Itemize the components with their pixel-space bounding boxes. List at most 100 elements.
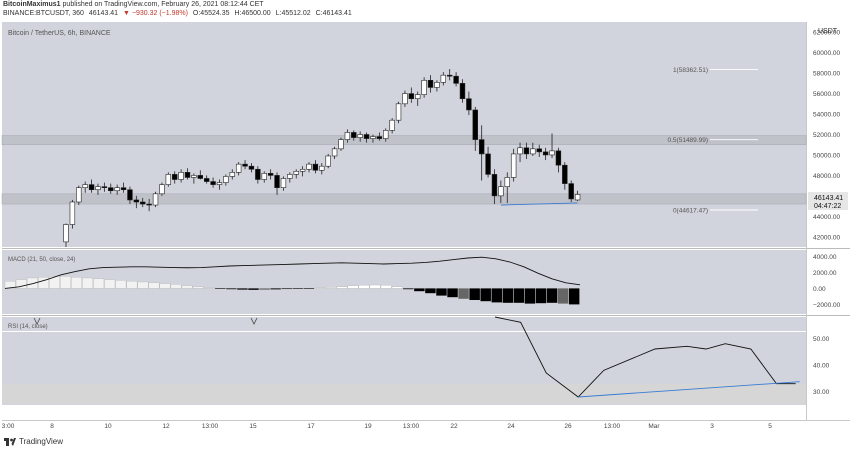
macd-histogram-bar: [380, 285, 392, 289]
candle-body: [152, 193, 159, 206]
candle-body: [568, 183, 574, 200]
candle-body: [63, 224, 69, 243]
macd-histogram-bar: [126, 281, 138, 289]
macd-histogram-bar: [391, 286, 403, 289]
candle-body: [491, 174, 498, 197]
time-axis-tick: 13:00: [604, 423, 621, 430]
time-axis-tick: 12: [162, 423, 170, 430]
macd-histogram-bar: [436, 288, 447, 296]
candle-body: [459, 83, 466, 100]
price-change: ▼ −930.32 (−1.98%): [123, 10, 188, 17]
last-price: 46143.41: [88, 10, 119, 17]
price-axis-tick: 52000.00: [813, 132, 840, 139]
time-axis-tick: Mar: [648, 423, 660, 430]
macd-histogram-bar: [60, 276, 71, 289]
macd-histogram-bar: [170, 284, 182, 289]
time-axis-tick: 17: [307, 423, 315, 430]
candle-body: [562, 164, 568, 184]
sr-zone: [1, 193, 807, 205]
macd-histogram-bar: [314, 287, 326, 289]
time-axis-tick: 8: [50, 423, 54, 430]
close-value: C:46143.41: [315, 10, 352, 17]
candle-body: [466, 98, 472, 111]
candle-body: [446, 74, 453, 77]
time-axis-tick: 5: [768, 423, 772, 430]
macd-histogram-bar: [491, 288, 502, 303]
candle-body: [421, 79, 427, 95]
candle-body: [574, 194, 581, 201]
macd-histogram-bar: [414, 288, 425, 292]
author-name[interactable]: BitcoinMaximus1: [3, 1, 61, 8]
candle-body: [440, 74, 447, 83]
price-axis-tick: 54000.00: [813, 112, 840, 119]
macd-histogram-bar: [369, 284, 381, 289]
candle-body: [223, 176, 229, 183]
candle-body: [485, 153, 491, 175]
candle-body: [517, 147, 523, 155]
candle-body: [306, 163, 312, 170]
price-axis-tick: 60000.00: [813, 50, 840, 57]
macd-axis-tick: 2000.00: [813, 270, 837, 277]
candle-body: [395, 103, 402, 121]
macd-histogram-bar: [347, 285, 359, 289]
macd-histogram-bar: [325, 287, 337, 289]
candle-body: [274, 175, 280, 188]
fib-level-label: 0.5(51489.99): [668, 137, 708, 144]
macd-histogram-bar: [568, 288, 580, 305]
price-axis-tick: 42000.00: [813, 234, 840, 241]
price-axis-tick: 56000.00: [813, 91, 840, 98]
candle-body: [172, 174, 178, 180]
macd-histogram-bar: [15, 279, 27, 289]
macd-histogram-bar: [281, 288, 292, 290]
candle-body: [178, 172, 184, 180]
candle-body: [408, 93, 415, 100]
macd-line: [4, 256, 581, 289]
macd-histogram-bar: [303, 288, 315, 289]
candle-body: [203, 178, 210, 182]
candle-body: [82, 184, 88, 188]
annotation-arrow-mark: [33, 317, 41, 325]
macd-histogram-bar: [469, 288, 480, 300]
candle-body: [478, 139, 485, 155]
macd-histogram-bar: [458, 288, 469, 299]
time-axis-tick: 15: [249, 423, 257, 430]
macd-histogram-bar: [137, 281, 149, 289]
macd-histogram-bar: [226, 288, 237, 290]
macd-histogram-bar: [181, 285, 193, 289]
candle-body: [357, 134, 363, 138]
candle-body: [146, 203, 152, 206]
candle-body: [69, 201, 76, 225]
candle-body: [536, 148, 542, 153]
candle-body: [242, 163, 248, 167]
macd-pane-title: MACD (21, 50, close, 24): [8, 257, 75, 263]
chart-header-line-2: BINANCE:BTCUSDT, 360 46143.41 ▼ −930.32 …: [3, 10, 352, 17]
rsi-lower-band: [2, 384, 806, 404]
time-axis-tick: 26: [564, 423, 572, 430]
rsi-axis-tick: 50.00: [813, 336, 830, 343]
high-value: H:46500.00: [234, 10, 271, 17]
candle-body: [133, 199, 140, 203]
macd-histogram-bar: [248, 288, 259, 290]
macd-histogram-bar: [425, 288, 436, 294]
candle-body: [402, 93, 408, 105]
macd-histogram-bar: [115, 280, 127, 289]
macd-histogram-bar: [215, 288, 226, 289]
candle-body: [248, 165, 255, 170]
candle-body: [165, 174, 172, 185]
macd-histogram-bar: [480, 288, 491, 302]
time-axis-tick: 13:00: [403, 423, 420, 430]
macd-histogram-bar: [502, 288, 514, 303]
divergence-line-rsi: [578, 381, 800, 398]
macd-histogram-bar: [237, 288, 248, 290]
candle-body: [159, 184, 165, 195]
price-axis-tick: 62000.00: [813, 30, 840, 37]
candle-body: [108, 187, 114, 192]
countdown-label: 04:47:22: [814, 203, 841, 210]
low-value: L:45512.02: [275, 10, 311, 17]
macd-histogram-bar: [93, 278, 105, 289]
last-price-tag: [808, 192, 848, 210]
macd-histogram-bar: [447, 288, 458, 298]
macd-histogram-bar: [104, 279, 116, 289]
macd-histogram-bar: [557, 288, 569, 304]
